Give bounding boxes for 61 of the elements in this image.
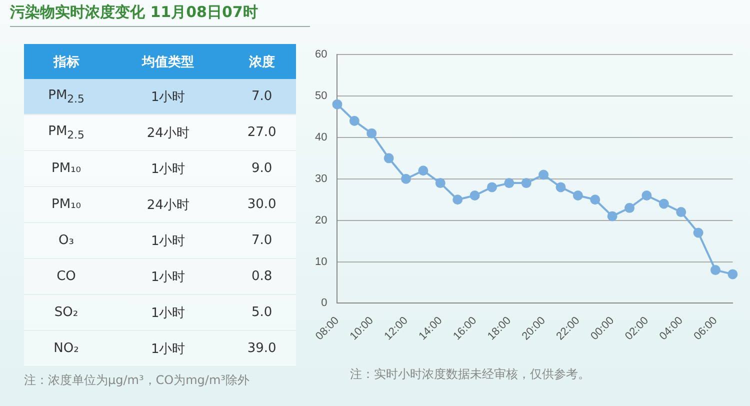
point xyxy=(349,116,360,126)
text: NO₂ xyxy=(54,341,79,356)
text: PM$_{2.5}$ xyxy=(48,124,84,142)
text: 1小时 xyxy=(150,90,186,104)
point xyxy=(366,128,377,138)
point xyxy=(332,99,342,110)
point xyxy=(470,190,480,200)
point xyxy=(384,153,394,164)
point xyxy=(693,228,704,238)
y-tick-label: 50 xyxy=(314,90,328,102)
text: 7.0 xyxy=(252,89,272,104)
point xyxy=(728,269,738,280)
text: PM₁₀ xyxy=(52,197,81,212)
point xyxy=(486,182,497,192)
text: 9.0 xyxy=(252,161,272,176)
text: 5.0 xyxy=(252,305,272,320)
point xyxy=(452,194,463,205)
text: 24小时 xyxy=(146,198,190,212)
point xyxy=(521,178,532,188)
y-tick-label: 40 xyxy=(314,132,328,144)
point xyxy=(658,198,669,209)
point xyxy=(538,170,549,180)
point xyxy=(556,182,566,192)
text: 0.8 xyxy=(252,269,272,284)
text: 30.0 xyxy=(247,197,276,212)
point xyxy=(435,178,446,188)
text: 27.0 xyxy=(247,125,276,140)
text: PM₁₀ xyxy=(52,161,81,176)
text: 1小时 xyxy=(150,306,186,320)
text: 1小时 xyxy=(150,270,186,284)
point xyxy=(607,211,618,222)
y-tick-label: 60 xyxy=(314,48,328,61)
text: O₃ xyxy=(58,233,74,248)
category-label: 均值类型 xyxy=(108,44,228,79)
text: SO₂ xyxy=(54,305,78,320)
text: 39.0 xyxy=(247,341,276,356)
y-tick-label: 10 xyxy=(314,256,328,268)
point xyxy=(590,194,600,205)
text: 7.0 xyxy=(252,233,272,248)
category-label: 指标 xyxy=(24,44,109,79)
text: 注：浓度单位为μg/m³，CO为mg/m³除外 xyxy=(24,372,250,389)
y-tick-label: 0 xyxy=(321,297,328,310)
text: 1小时 xyxy=(150,162,186,176)
text: 污染物实时浓度变化 11月08日07时 xyxy=(10,3,258,22)
text: CO xyxy=(56,269,76,284)
point xyxy=(401,174,412,184)
point xyxy=(676,207,686,218)
category-label: 浓度 xyxy=(228,44,296,79)
point xyxy=(572,190,583,200)
point xyxy=(624,202,635,213)
point xyxy=(418,166,428,176)
point xyxy=(504,178,514,188)
text: 24小时 xyxy=(146,126,190,140)
y-tick-label: 30 xyxy=(314,172,328,185)
text: 注：实时小时浓度数据未经审核，仅供参考。 xyxy=(350,366,590,383)
point xyxy=(642,190,652,200)
text: PM$_{2.5}$ xyxy=(48,88,84,106)
point xyxy=(710,265,720,276)
text: 1小时 xyxy=(150,234,186,248)
text: 1小时 xyxy=(150,342,186,356)
y-tick-label: 20 xyxy=(314,214,328,226)
